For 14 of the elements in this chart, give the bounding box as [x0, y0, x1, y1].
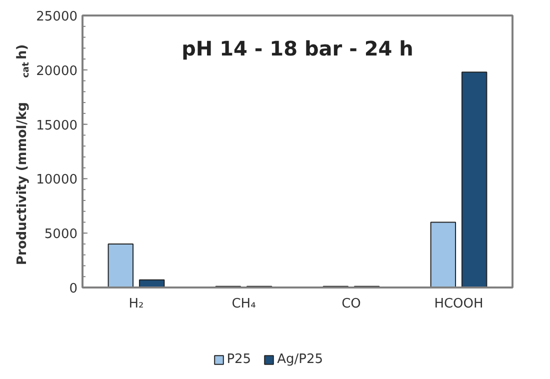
x-tick-label: H₂: [128, 296, 144, 312]
legend-label: Ag/P25: [277, 352, 323, 367]
y-tick-label: 0: [69, 282, 78, 296]
x-tick-label: HCOOH: [434, 296, 484, 312]
x-tick-label: CH₄: [232, 296, 256, 312]
y-tick-label: 10000: [36, 172, 78, 188]
legend-label: P25: [226, 352, 252, 367]
y-tick-label: 20000: [36, 64, 78, 79]
text: Productivity (mmol/kgcat h): [15, 44, 32, 266]
x-tick-label: CO: [342, 296, 361, 312]
y-tick-label: 15000: [36, 118, 78, 134]
text: pH 14 - 18 bar - 24 h: [182, 36, 414, 60]
y-tick-label: 25000: [36, 10, 78, 24]
y-tick-label: 5000: [44, 227, 78, 242]
